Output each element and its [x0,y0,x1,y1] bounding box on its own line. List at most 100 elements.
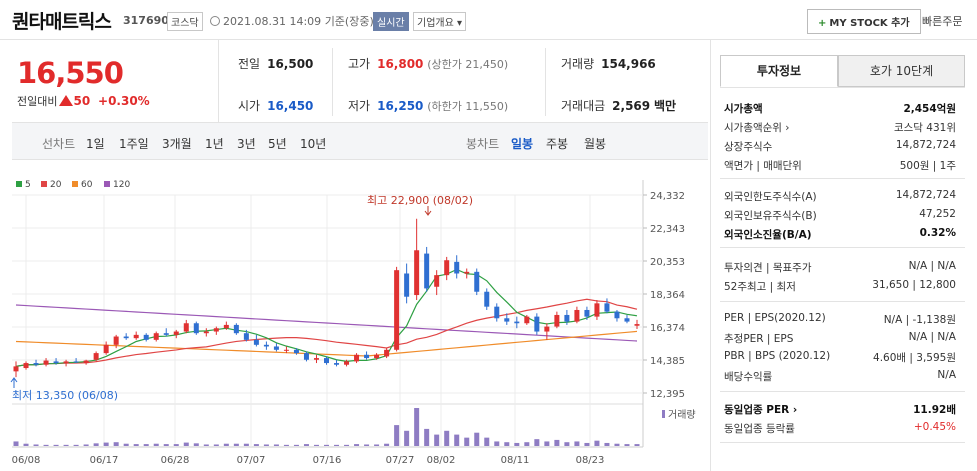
invest-info-key: 외국인한도주식수(A) [724,191,817,203]
volume-bar [233,443,239,446]
period-5y[interactable]: 5년 [268,137,287,151]
volume-bar [163,444,169,446]
period-monthly[interactable]: 월봉 [584,137,607,151]
upper-limit: (상한가 21,450) [427,58,509,71]
invest-info-row: 외국인보유주식수(B) 47,252 [724,208,956,222]
x-tick-label: 08/23 [576,455,605,466]
x-tick-label: 08/11 [501,455,530,466]
candle-body [183,323,189,332]
invest-info-value: 4.60배 | 3,595원 [873,352,956,364]
divider [720,178,965,179]
candle-body [604,303,610,312]
y-tick-label: 18,364 [650,290,685,301]
trade-amount: 거래대금 2,569 백만 [561,97,676,114]
volume-bar [564,442,570,446]
stock-name: 퀀타매트릭스 [12,11,112,33]
volume-bar [614,443,620,446]
volume-bar [544,441,550,446]
candle-body [504,318,510,322]
candle-body [354,354,360,362]
volume-bar [213,444,219,446]
candle-body [293,349,299,354]
invest-info-value: +0.45% [913,421,956,433]
market-badge: 코스닥 [167,12,203,31]
invest-info-value: N/A | -1,138원 [883,314,956,326]
tab-orderbook[interactable]: 호가 10단계 [838,55,965,87]
invest-info-key: 52주최고 | 최저 [724,281,796,293]
candle-body [93,353,99,360]
candle-body [163,333,169,335]
period-weekly[interactable]: 주봉 [546,137,569,151]
stock-code: 317690 [123,14,169,27]
ma60-line [15,330,638,357]
volume-bar [394,425,400,446]
period-3y[interactable]: 3년 [237,137,256,151]
legend-ma60: 60 [72,180,92,190]
candle-body [384,349,390,357]
x-tick-label: 08/02 [427,455,456,466]
divider [720,391,965,392]
period-3m[interactable]: 3개월 [162,137,192,151]
low-price: 저가 16,250 (하한가 11,550) [348,97,508,114]
candle-body [574,309,580,322]
volume-bar [313,444,319,446]
invest-info-key: 배당수익률 [724,371,773,383]
volume-bar [183,442,189,446]
invest-info-row: 배당수익률 N/A [724,369,956,383]
candle-body [424,253,430,289]
period-1y[interactable]: 1년 [205,137,224,151]
period-10y[interactable]: 10년 [300,137,327,151]
company-overview-dropdown[interactable]: 기업개요 ▾ [413,12,466,31]
invest-info-value: 500원 | 1주 [899,160,956,172]
legend-label: 20 [50,180,62,190]
candle-body [594,303,600,317]
divider [720,442,965,443]
low-label: 저가 [348,99,371,113]
volume-bar [404,430,410,446]
timestamp: 2021.08.31 14:09 기준(장중) [210,13,374,29]
period-daily[interactable]: 일봉 [511,137,534,151]
candle-body [243,333,249,340]
candle-body [203,331,209,334]
candle-body [344,361,350,365]
invest-info-row: 상장주식수 14,872,724 [724,139,956,153]
candle-body [434,275,440,287]
price-chart[interactable]: 24,332 22,343 20,353 18,364 16,374 14,385 12,3… [0,0,708,471]
mystock-add-label: MY STOCK 추가 [829,18,910,29]
x-tick-label: 07/07 [237,455,266,466]
invest-info-key: PER | EPS(2020.12) [724,312,826,324]
current-price: 16,550 [17,56,124,90]
divider [545,48,546,116]
volume-bar [23,443,29,446]
period-1w[interactable]: 1주일 [119,137,149,151]
volume-bar [434,434,440,446]
volume-bar [364,444,370,446]
invest-info-row: 동일업종 등락률 +0.45% [724,421,956,435]
realtime-button[interactable]: 실시간 [373,12,409,31]
invest-info-row: PBR | BPS (2020.12) 4.60배 | 3,595원 [724,350,956,364]
volume-bar [344,444,350,446]
invest-info-row: 시가총액순위 › 코스닥 431위 [724,120,956,134]
candle-body [324,358,329,364]
candle-body [63,361,69,364]
candle-body [273,346,279,350]
candle-body [33,363,39,365]
prev-close: 전일 16,500 [238,55,313,72]
volume-bar [43,444,49,446]
legend-label: 120 [113,180,131,190]
period-1d[interactable]: 1일 [86,137,105,151]
legend-label: 60 [81,180,93,190]
volume-bar [424,428,430,446]
plus-icon: + [818,18,827,29]
legend-ma20: 20 [41,180,61,190]
candle-body [53,361,59,364]
mystock-add-button[interactable]: + MY STOCK 추가 [807,9,921,34]
candle-body [73,361,79,363]
invest-info-key: 외국인보유주식수(B) [724,210,817,222]
quick-order-link[interactable]: 빠른주문 [922,15,963,28]
tab-invest-info[interactable]: 투자정보 [720,55,838,87]
candle-body [374,354,380,359]
invest-info-key: 시가총액순위 › [724,122,790,134]
x-tick-label: 06/08 [12,455,41,466]
volume-bar [33,444,39,446]
